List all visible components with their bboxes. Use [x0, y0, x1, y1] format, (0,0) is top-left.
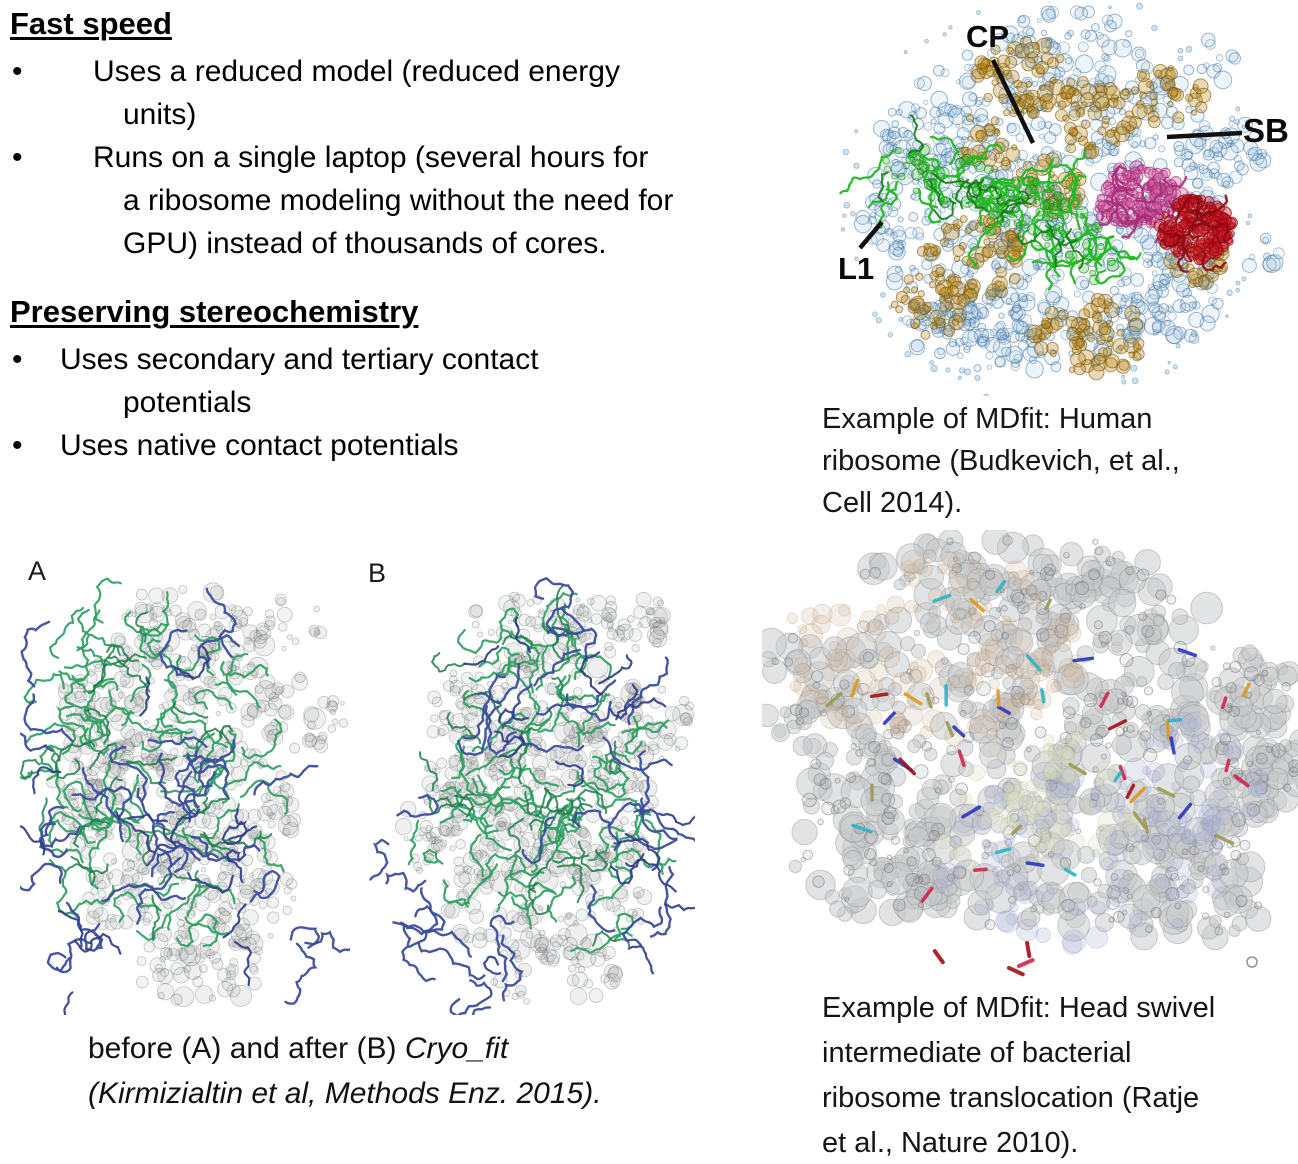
- caption-segment: before (A) and after (B): [88, 1032, 405, 1065]
- label-l1: L1: [838, 251, 875, 286]
- bullet-line: potentials: [123, 386, 252, 419]
- section-preserving-stereochemistry: Preserving stereochemistry • Uses second…: [10, 294, 810, 467]
- caption-before-after: before (A) and after (B) Cryo_fit (Kirmi…: [88, 1026, 602, 1116]
- label-panel-a: A: [28, 556, 47, 586]
- caption-line: et al., Nature 2010).: [822, 1127, 1079, 1159]
- leader-line-sb: [1166, 130, 1243, 140]
- caption-line: ribosome (Budkevich, et al.,: [822, 445, 1180, 477]
- bullet-line: Uses a reduced model (reduced energy: [93, 55, 620, 88]
- caption-line: ribosome translocation (Ratje: [822, 1082, 1200, 1114]
- caption-line: Example of MDfit: Human: [822, 403, 1153, 435]
- bullet-marker: •: [12, 429, 23, 462]
- leader-line-l1: [858, 220, 884, 250]
- bullet-line: units): [123, 98, 197, 131]
- caption-segment-italic: Cryo_fit: [404, 1032, 509, 1065]
- bullet-line: Uses native contact potentials: [60, 429, 459, 462]
- section-heading-fast-speed: Fast speed: [10, 6, 172, 41]
- head-swivel-render: [762, 530, 1298, 977]
- bullet-item: • Uses secondary and tertiary contact po…: [10, 338, 810, 424]
- section-heading-preserving-stereochemistry: Preserving stereochemistry: [10, 294, 419, 329]
- label-sb: SB: [1243, 112, 1289, 149]
- caption-line: Example of MDfit: Head swivel: [822, 992, 1216, 1024]
- bullet-marker: •: [12, 141, 23, 174]
- section-fast-speed: Fast speed • Uses a reduced model (reduc…: [10, 6, 810, 265]
- caption-head-swivel: Example of MDfit: Head swivel intermedia…: [822, 986, 1215, 1164]
- figure-head-swivel: [762, 530, 1298, 980]
- bullet-item: • Runs on a single laptop (several hours…: [10, 136, 810, 265]
- bullet-item: • Uses a reduced model (reduced energy u…: [10, 50, 810, 136]
- label-cp: CP: [966, 19, 1010, 54]
- human-ribosome-render: [839, 2, 1285, 396]
- bullet-marker: •: [12, 55, 23, 88]
- panel-b-render: [369, 576, 695, 1015]
- label-panel-b: B: [368, 558, 387, 588]
- bullet-line: Uses secondary and tertiary contact: [60, 343, 539, 376]
- figure-before-after: A B: [15, 552, 715, 1020]
- leader-line-cp: [990, 59, 1036, 144]
- bullet-line: GPU) instead of thousands of cores.: [123, 227, 607, 260]
- caption-line: Cell 2014).: [822, 487, 963, 519]
- bullet-marker: •: [12, 343, 23, 376]
- panel-a-render: [20, 577, 350, 1015]
- caption-human-ribosome: Example of MDfit: Human ribosome (Budkev…: [822, 398, 1180, 524]
- figure-human-ribosome: CP SB L1: [828, 2, 1298, 396]
- caption-line: (Kirmizialtin et al, Methods Enz. 2015).: [88, 1077, 602, 1110]
- caption-line: intermediate of bacterial: [822, 1037, 1132, 1069]
- bullet-item: • Uses native contact potentials: [10, 424, 810, 467]
- bullet-line: a ribosome modeling without the need for: [123, 184, 674, 217]
- bullet-line: Runs on a single laptop (several hours f…: [93, 141, 649, 174]
- caption-line: before (A) and after (B) Cryo_fit: [88, 1026, 602, 1071]
